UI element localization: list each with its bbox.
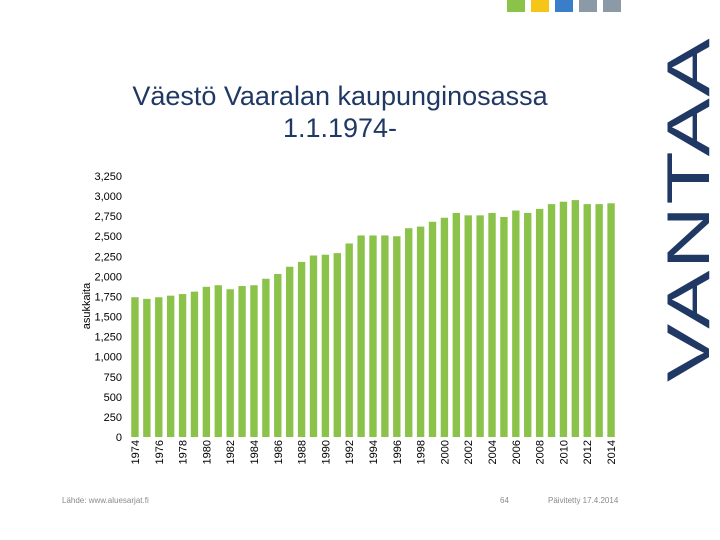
y-tick-label: 250 — [104, 412, 122, 424]
source-note: Lähde: www.aluesarjat.fi — [62, 496, 149, 505]
x-tick-label: 2008 — [535, 440, 547, 464]
decor-square-grey-2 — [603, 0, 621, 12]
chart-title-line2: 1.1.1974- — [282, 113, 398, 143]
x-tick-label: 1974 — [130, 440, 142, 464]
chart-title: Väestö Vaaralan kaupunginosassa 1.1.1974… — [60, 80, 620, 144]
x-tick-label: 2006 — [511, 440, 523, 464]
bar-2006 — [512, 210, 520, 437]
y-tick-label: 1,750 — [94, 291, 122, 303]
bar-1974 — [131, 297, 139, 437]
bar-1999 — [428, 221, 437, 437]
x-tick-label: 1978 — [178, 440, 190, 464]
bar-1990 — [321, 254, 330, 437]
bar-1978 — [178, 294, 187, 437]
bar-1988 — [297, 261, 306, 437]
x-tick-label: 2010 — [558, 440, 570, 464]
chart-title-line1: Väestö Vaaralan kaupunginosassa — [132, 81, 548, 111]
decor-square-green — [507, 0, 525, 12]
bars — [131, 200, 615, 437]
x-tick-label: 2004 — [487, 440, 499, 464]
x-tick-label: 1996 — [392, 440, 404, 464]
bar-2004 — [488, 212, 496, 437]
bar-1987 — [285, 266, 294, 437]
bar-1991 — [333, 253, 341, 437]
y-tick-label: 1,000 — [94, 352, 122, 364]
bar-1977 — [166, 295, 175, 437]
bar-1989 — [309, 255, 318, 437]
vantaa-logo-text: VANTAA — [665, 37, 717, 382]
bar-2013 — [595, 204, 603, 437]
y-tick-label: 2,000 — [94, 271, 122, 283]
x-tick-label: 1990 — [320, 440, 332, 464]
bar-2003 — [476, 215, 484, 437]
y-tick-label: 3,250 — [94, 171, 122, 183]
bar-1981 — [214, 285, 222, 437]
y-tick-label: 500 — [104, 392, 122, 404]
y-tick-label: 1,250 — [94, 332, 122, 344]
y-tick-label: 3,000 — [94, 191, 122, 203]
bar-1976 — [155, 297, 163, 437]
x-tick-label: 2012 — [582, 440, 594, 464]
bar-1986 — [274, 273, 282, 437]
decor-square-yellow — [531, 0, 549, 12]
y-tick-label: 2,750 — [94, 211, 122, 223]
x-tick-label: 1982 — [225, 440, 237, 464]
decor-square-blue — [555, 0, 573, 12]
bar-2014 — [607, 203, 615, 437]
x-tick-label: 2014 — [606, 440, 618, 464]
x-tick-label: 1986 — [273, 440, 285, 464]
bar-2010 — [559, 201, 568, 437]
y-tick-label: 750 — [104, 372, 122, 384]
updated-date: Päivitetty 17.4.2014 — [548, 496, 619, 505]
y-tick-label: 2,500 — [94, 231, 122, 243]
vantaa-logo: VANTAA — [665, 37, 717, 382]
bar-2005 — [500, 216, 508, 437]
bar-1975 — [143, 298, 151, 437]
bar-1998 — [416, 226, 425, 437]
bar-2008 — [535, 208, 544, 437]
y-axis: 0 250 500 750 1,000 1,250 1,500 1,750 2,000 2,250… — [94, 171, 122, 444]
bar-1996 — [393, 236, 401, 437]
bar-1985 — [262, 278, 270, 437]
bar-1979 — [190, 291, 199, 437]
bar-1993 — [357, 235, 365, 437]
bar-1997 — [405, 228, 413, 437]
y-axis-label: asukkaita — [81, 282, 93, 329]
x-tick-label: 1994 — [368, 440, 380, 464]
x-tick-label: 1988 — [297, 440, 309, 464]
bar-1982 — [226, 289, 234, 437]
bar-1983 — [238, 286, 246, 437]
bar-1984 — [250, 285, 258, 437]
bar-2009 — [547, 204, 556, 437]
bar-1995 — [381, 235, 389, 437]
x-tick-label: 2000 — [439, 440, 451, 464]
bar-2007 — [524, 212, 532, 437]
x-tick-label: 1992 — [344, 440, 356, 464]
bar-1980 — [202, 286, 211, 437]
y-tick-label: 2,250 — [94, 251, 122, 263]
y-tick-label: 0 — [116, 432, 122, 444]
x-tick-label: 1976 — [154, 440, 166, 464]
bar-2000 — [440, 217, 449, 437]
y-tick-label: 1,500 — [94, 312, 122, 324]
bar-2002 — [464, 215, 472, 437]
x-tick-label: 2002 — [463, 440, 475, 464]
bar-2001 — [452, 212, 461, 437]
page-number: 64 — [500, 496, 509, 505]
x-axis: 1974 1976 1978 1980 1982 1984 1986 1988 1990 1992… — [130, 440, 618, 464]
x-tick-label: 1980 — [201, 440, 213, 464]
x-tick-label: 1984 — [249, 440, 261, 464]
decor-square-grey — [579, 0, 597, 12]
x-tick-label: 1998 — [416, 440, 428, 464]
bar-2012 — [583, 204, 591, 437]
bar-1992 — [345, 243, 353, 437]
bar-1994 — [369, 235, 377, 437]
bar-2011 — [571, 200, 580, 437]
